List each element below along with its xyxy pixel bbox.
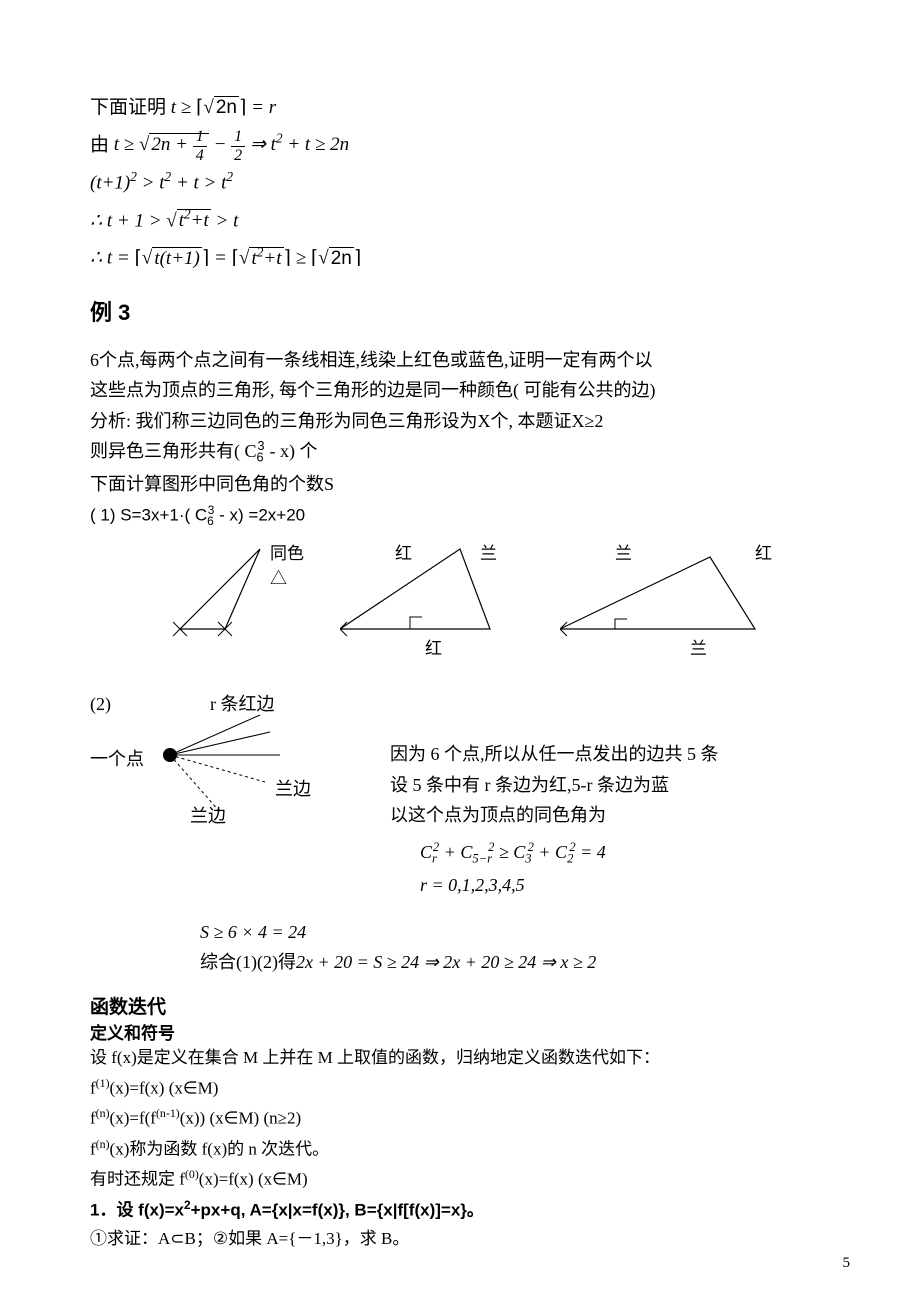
part2-right: 因为 6 个点,所以从任一点发出的边共 5 条 设 5 条中有 r 条边为红,5…	[390, 689, 860, 900]
r3: 以这个点为顶点的同色角为	[390, 800, 860, 831]
proof-l5: ∴ t = ⌈√t(t+1)⌉ = ⌈√t2+t⌉ ≥ ⌈√2n⌉	[90, 239, 860, 276]
triangle-diagrams: 同色△ 红 兰 红 兰 红 兰	[150, 539, 860, 659]
label: 同色△	[270, 539, 320, 589]
ex3-p6: ( 1) S=3x+1·( C63 - x) =2x+20	[90, 500, 860, 531]
t: 则异色三角形共有( C	[90, 441, 257, 461]
tri-2: 红 兰 红	[340, 539, 540, 659]
label: 红	[395, 539, 412, 564]
proof-block: 下面证明 t ≥ ⌈√2n⌉ = r 由 t ≥ √2n + 14 − 12 ⇒…	[90, 90, 860, 277]
ex3-p3: 分析: 我们称三边同色的三角形为同色三角形设为X个, 本题证X≥2	[90, 406, 860, 437]
il1: 设 f(x)是定义在集合 M 上并在 M 上取值的函数，归纳地定义函数迭代如下：	[90, 1044, 860, 1073]
r1: 因为 6 个点,所以从任一点发出的边共 5 条	[390, 739, 860, 770]
part2-left: (2) r 条红边 一个点 兰边 兰边	[90, 689, 390, 829]
il2: f(1)(x)=f(x) (x∈M)	[90, 1073, 860, 1104]
tri-3: 兰 红 兰	[560, 539, 800, 659]
label: 兰	[615, 539, 632, 564]
label: 红	[755, 539, 772, 564]
tri-1: 同色△	[150, 539, 320, 659]
il3: f(n)(x)=f(f(n-1)(x)) (x∈M) (n≥2)	[90, 1103, 860, 1134]
s-ineq: S ≥ 6 × 4 = 24	[200, 917, 860, 948]
il5: 有时还规定 f(0)(x)=f(x) (x∈M)	[90, 1164, 860, 1195]
page: 下面证明 t ≥ ⌈√2n⌉ = r 由 t ≥ √2n + 14 − 12 ⇒…	[0, 0, 920, 1302]
t: ( 1) S=3x+1·( C	[90, 506, 207, 525]
ex3-p5: 下面计算图形中同色角的个数S	[90, 469, 860, 500]
ex3-p1: 6个点,每两个点之间有一条线相连,线染上红色或蓝色,证明一定有两个以	[90, 345, 860, 376]
text: 由	[90, 134, 109, 155]
proof-l4: ∴ t + 1 > √t2+t > t	[90, 202, 860, 239]
math2: r = 0,1,2,3,4,5	[420, 870, 860, 901]
proof-l3: (t+1)2 > t2 + t > t2	[90, 164, 860, 201]
conclusion: 综合(1)(2)得2x + 20 = S ≥ 24 ⇒ 2x + 20 ≥ 24…	[200, 947, 860, 978]
ex3-p2: 这些点为顶点的三角形, 每个三角形的边是同一种颜色( 可能有公共的边)	[90, 375, 860, 406]
point-label: 一个点	[90, 744, 144, 775]
iter-sub: 定义和符号	[90, 1019, 860, 1044]
label: 兰	[480, 539, 497, 564]
iter-heading: 函数迭代	[90, 992, 860, 1019]
il4: f(n)(x)称为函数 f(x)的 n 次迭代。	[90, 1134, 860, 1165]
math1: Cr2 + C5−r2 ≥ C32 + C22 = 4	[420, 837, 860, 870]
triangle-icon	[560, 539, 780, 639]
label: 兰	[690, 634, 707, 659]
lan-label-1: 兰边	[275, 774, 311, 805]
proof-l2: 由 t ≥ √2n + 14 − 12 ⇒ t2 + t ≥ 2n	[90, 126, 860, 164]
ex3-p4: 则异色三角形共有( C63 - x) 个	[90, 436, 860, 469]
label: 红	[425, 634, 442, 659]
part2: (2) r 条红边 一个点 兰边 兰边 因为 6 个点,所以从任一点发出的边共 …	[90, 689, 860, 900]
fan-icon	[150, 707, 350, 827]
example-3-title: 例 3	[90, 295, 860, 327]
t: - x) 个	[270, 441, 318, 461]
iq2: ①求证：A⊂B；②如果 A={－1,3}，求 B。	[90, 1225, 860, 1254]
t: - x) =2x+20	[219, 506, 305, 525]
r2: 设 5 条中有 r 条边为红,5-r 条边为蓝	[390, 770, 860, 801]
text: 下面证明	[90, 97, 166, 118]
ex3-body: 6个点,每两个点之间有一条线相连,线染上红色或蓝色,证明一定有两个以 这些点为顶…	[90, 345, 860, 532]
proof-l1: 下面证明 t ≥ ⌈√2n⌉ = r	[90, 90, 860, 126]
iq1: 1．设 f(x)=x2+px+q, A={x|x=f(x)}, B={x|f[f…	[90, 1195, 860, 1226]
iter-body: 设 f(x)是定义在集合 M 上并在 M 上取值的函数，归纳地定义函数迭代如下：…	[90, 1044, 860, 1255]
page-number: 5	[843, 1255, 851, 1272]
part2-num: (2)	[90, 689, 111, 720]
lan-label-2: 兰边	[190, 801, 226, 832]
